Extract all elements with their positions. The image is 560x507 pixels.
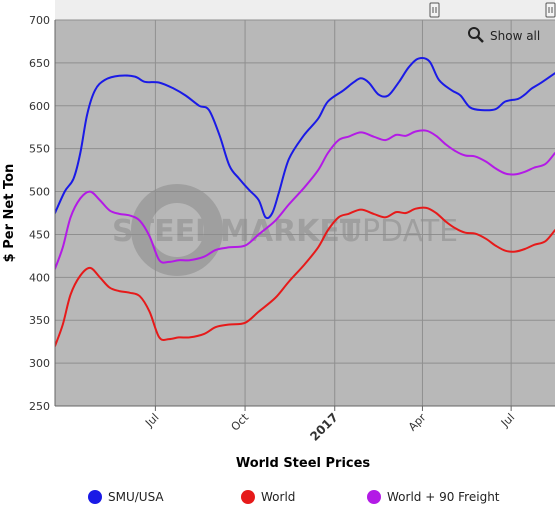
watermark-word-2: MARKET <box>220 214 361 249</box>
x-tick-label: Jul <box>142 411 161 430</box>
legend-marker <box>367 490 381 504</box>
watermark-logo: STEEL MARKET UPDATE <box>112 184 458 276</box>
show-all-button[interactable]: Show all <box>468 27 540 43</box>
navigator-handle-right[interactable] <box>545 2 556 18</box>
series-line-world-90-freight <box>55 129 555 270</box>
y-tick-label: 500 <box>29 186 50 199</box>
watermark-word-1: STEEL <box>112 214 214 249</box>
x-tick-label: Oct <box>229 410 252 433</box>
x-tick-label: 2017 <box>307 410 341 444</box>
x-axis-title: World Steel Prices <box>236 456 371 471</box>
legend-marker <box>88 490 102 504</box>
legend-item-smu-usa[interactable]: SMU/USA <box>88 490 164 504</box>
watermark-circle-inner <box>150 203 204 257</box>
x-tick-label: Jul <box>498 411 517 430</box>
series-layer <box>55 57 555 347</box>
navigator-handle-left[interactable] <box>429 2 440 18</box>
grid <box>55 19 555 407</box>
y-tick-label: 450 <box>29 228 50 241</box>
plot-background <box>55 20 555 406</box>
magnifier-icon <box>468 27 484 43</box>
y-axis-title: $ Per Net Ton <box>2 164 17 263</box>
legend-label: SMU/USA <box>108 490 164 504</box>
legend-label: World <box>261 490 295 504</box>
y-tick-label: 400 <box>29 271 50 284</box>
legend: SMU/USA World World + 90 Freight <box>88 490 500 504</box>
legend-marker <box>241 490 255 504</box>
watermark-word-3: UPDATE <box>340 214 458 249</box>
show-all-label: Show all <box>490 29 540 43</box>
y-tick-label: 350 <box>29 314 50 327</box>
y-tick-label: 650 <box>29 57 50 70</box>
y-tick-label: 250 <box>29 400 50 413</box>
y-tick-label: 550 <box>29 143 50 156</box>
series-line-smu-usa <box>55 57 555 220</box>
y-tick-label: 300 <box>29 357 50 370</box>
y-tick-label: 700 <box>29 14 50 27</box>
series-line-world <box>55 206 555 347</box>
legend-item-world-90-freight[interactable]: World + 90 Freight <box>367 490 500 504</box>
x-tick-label: Apr <box>406 411 429 434</box>
y-axis: 250 300 350 400 450 500 550 600 650 700 <box>29 14 50 413</box>
x-axis: Jul Oct 2017 Apr Jul <box>142 406 517 444</box>
navigator-bar[interactable] <box>55 0 555 20</box>
y-tick-label: 600 <box>29 100 50 113</box>
legend-item-world[interactable]: World <box>241 490 295 504</box>
legend-label: World + 90 Freight <box>387 490 500 504</box>
